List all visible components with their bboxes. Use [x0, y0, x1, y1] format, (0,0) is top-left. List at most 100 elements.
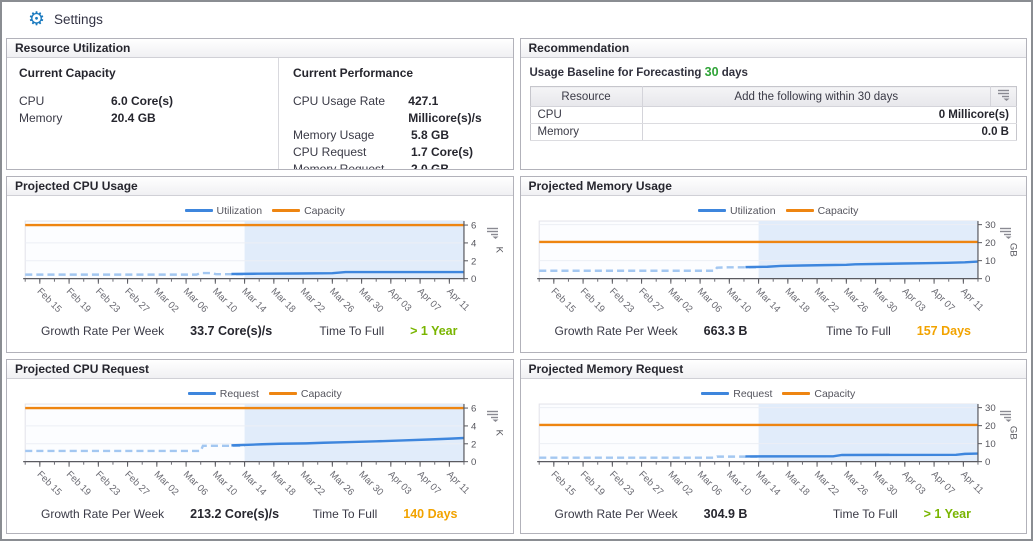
x-tick-label: Mar 10 [210, 286, 239, 315]
x-tick-label: Apr 03 [899, 469, 927, 497]
list-customizer-icon [1000, 227, 1012, 239]
forecast-region [244, 221, 464, 279]
x-tick-label: Mar 02 [152, 286, 181, 315]
recommendation-title: Recommendation [520, 39, 1026, 58]
chart-title: Projected Memory Request [520, 360, 1026, 379]
legend-label-utilization: Utilization [730, 204, 776, 217]
chart-body: Utilization Capacity Feb 15 Feb 19 Feb 23 F… [7, 204, 513, 352]
x-tick-label: Mar 26 [841, 469, 870, 498]
x-tick-label: Apr 03 [386, 469, 414, 497]
legend-swatch-utilization [698, 209, 727, 212]
x-tick-label: Feb 23 [607, 286, 636, 315]
cpu-request-value: 1.7 Core(s) [411, 145, 474, 159]
cpu-usage-chart-canvas: Feb 15 Feb 19 Feb 23 Feb 27 Mar 02 Mar 06 Mar … [23, 220, 504, 316]
y-tick-label: 2 [471, 256, 476, 267]
capacity-cpu-label: CPU [19, 94, 45, 108]
y-tick-label: 6 [471, 221, 476, 232]
memory-usage-value: 5.8 GB [411, 128, 450, 142]
chart-body: Request Capacity Feb 15 Feb 19 Feb 23 Feb 2… [7, 387, 513, 533]
cpu-request-chart-canvas: Feb 15 Feb 19 Feb 23 Feb 27 Mar 02 Mar 06 Mar … [23, 403, 504, 499]
time-to-full-label: Time To Full [312, 507, 378, 522]
x-tick-label: Feb 27 [636, 286, 665, 315]
baseline-suffix: days [721, 67, 748, 79]
performance-row: CPU Usage Rate 427.1 Millicore(s)/s [293, 93, 513, 127]
x-tick-label: Mar 18 [269, 469, 298, 498]
x-tick-label: Apr 07 [928, 469, 956, 497]
y-tick-label: 2 [471, 439, 476, 450]
x-tick-label: Mar 18 [269, 286, 298, 315]
x-tick-label: Feb 27 [122, 286, 151, 315]
y-tick-label: 4 [471, 238, 477, 249]
chart-title: Projected CPU Request [7, 360, 513, 379]
settings-bar[interactable]: ⚙ Settings [2, 2, 1031, 36]
panel-recommendation: Recommendation Usage Baseline for Foreca… [519, 38, 1027, 170]
chart-options-icon[interactable] [999, 409, 1012, 427]
capacity-memory-row: Memory 20.4 GB [19, 110, 278, 127]
growth-rate-label: Growth Rate Per Week [554, 507, 678, 522]
list-customizer-icon [998, 89, 1010, 101]
chart-legend: Utilization Capacity [521, 204, 1027, 217]
x-tick-label: Apr 11 [444, 286, 471, 313]
y-axis-unit: K [493, 247, 504, 254]
chart-legend: Utilization Capacity [7, 204, 513, 217]
legend-label-utilization: Utilization [216, 204, 263, 217]
growth-rate-value: 33.7 Core(s)/s [190, 324, 273, 339]
table-row: CPU 0 Millicore(s) [530, 106, 1017, 124]
x-tick-label: Mar 22 [298, 469, 327, 498]
y-tick-label: 0 [471, 457, 476, 468]
x-tick-label: Mar 30 [870, 469, 899, 498]
y-tick-label: 4 [471, 421, 477, 432]
x-tick-label: Mar 30 [356, 286, 385, 315]
x-tick-label: Mar 02 [665, 286, 694, 315]
time-to-full-label: Time To Full [832, 507, 898, 522]
chart-options-icon[interactable] [999, 226, 1012, 244]
y-tick-label: 10 [985, 439, 996, 450]
legend-swatch-capacity [268, 392, 297, 395]
x-tick-label: Feb 15 [35, 469, 64, 498]
chart-stats: Growth Rate Per Week 304.9 B Time To Ful… [521, 506, 1027, 521]
y-tick-label: 0 [985, 274, 990, 285]
forecast-region [244, 404, 464, 462]
x-tick-label: Mar 06 [694, 469, 723, 498]
settings-label: Settings [54, 11, 103, 27]
x-tick-label: Mar 22 [811, 469, 840, 498]
x-tick-label: Apr 11 [958, 469, 985, 496]
growth-rate-label: Growth Rate Per Week [41, 324, 165, 339]
panel-resource-utilization: Resource Utilization Current Capacity CP… [6, 38, 514, 170]
y-tick-label: 0 [985, 457, 990, 468]
settings-gear-icon: ⚙ [28, 8, 46, 30]
col-header-resource: Resource [530, 86, 643, 107]
current-performance-section: Current Performance CPU Usage Rate 427.1… [279, 58, 513, 169]
resource-utilization-body: Current Capacity CPU 6.0 Core(s) Memory … [7, 58, 513, 169]
legend-swatch-request [701, 392, 730, 395]
time-to-full-label: Time To Full [319, 324, 385, 339]
series-history [25, 444, 245, 453]
capacity-cpu-value: 6.0 Core(s) [111, 94, 174, 108]
legend-label-capacity: Capacity [300, 387, 342, 400]
chart-body: Utilization Capacity Feb 15 Feb 19 Feb 23 F… [521, 204, 1027, 352]
x-tick-label: Apr 07 [415, 469, 443, 497]
current-capacity-title: Current Capacity [19, 66, 116, 80]
list-customizer-icon [1000, 410, 1012, 422]
series-forecast [744, 452, 978, 458]
chart-options-icon[interactable] [486, 226, 499, 244]
time-to-full-value: 140 Days [403, 507, 458, 522]
list-customizer-icon [486, 227, 498, 239]
table-customizer-button[interactable] [990, 86, 1017, 107]
chart-options-icon[interactable] [486, 409, 499, 427]
x-tick-label: Mar 22 [298, 286, 327, 315]
x-tick-label: Apr 07 [928, 286, 956, 314]
x-tick-label: Mar 18 [782, 469, 811, 498]
x-tick-label: Apr 03 [899, 286, 927, 314]
x-tick-label: Feb 23 [607, 469, 636, 498]
y-tick-label: 0 [471, 274, 476, 285]
x-tick-label: Mar 30 [870, 286, 899, 315]
cpu-usage-rate-label: CPU Usage Rate [293, 94, 386, 108]
resource-memory-cell: Memory [530, 123, 643, 141]
x-tick-label: Feb 15 [35, 286, 64, 315]
legend-swatch-capacity [272, 209, 301, 212]
memory-request-value: 2.0 GB [411, 162, 450, 170]
panel-projected-cpu-request: Projected CPU Request Request Capacity [6, 359, 514, 534]
legend-label-capacity: Capacity [817, 204, 859, 217]
